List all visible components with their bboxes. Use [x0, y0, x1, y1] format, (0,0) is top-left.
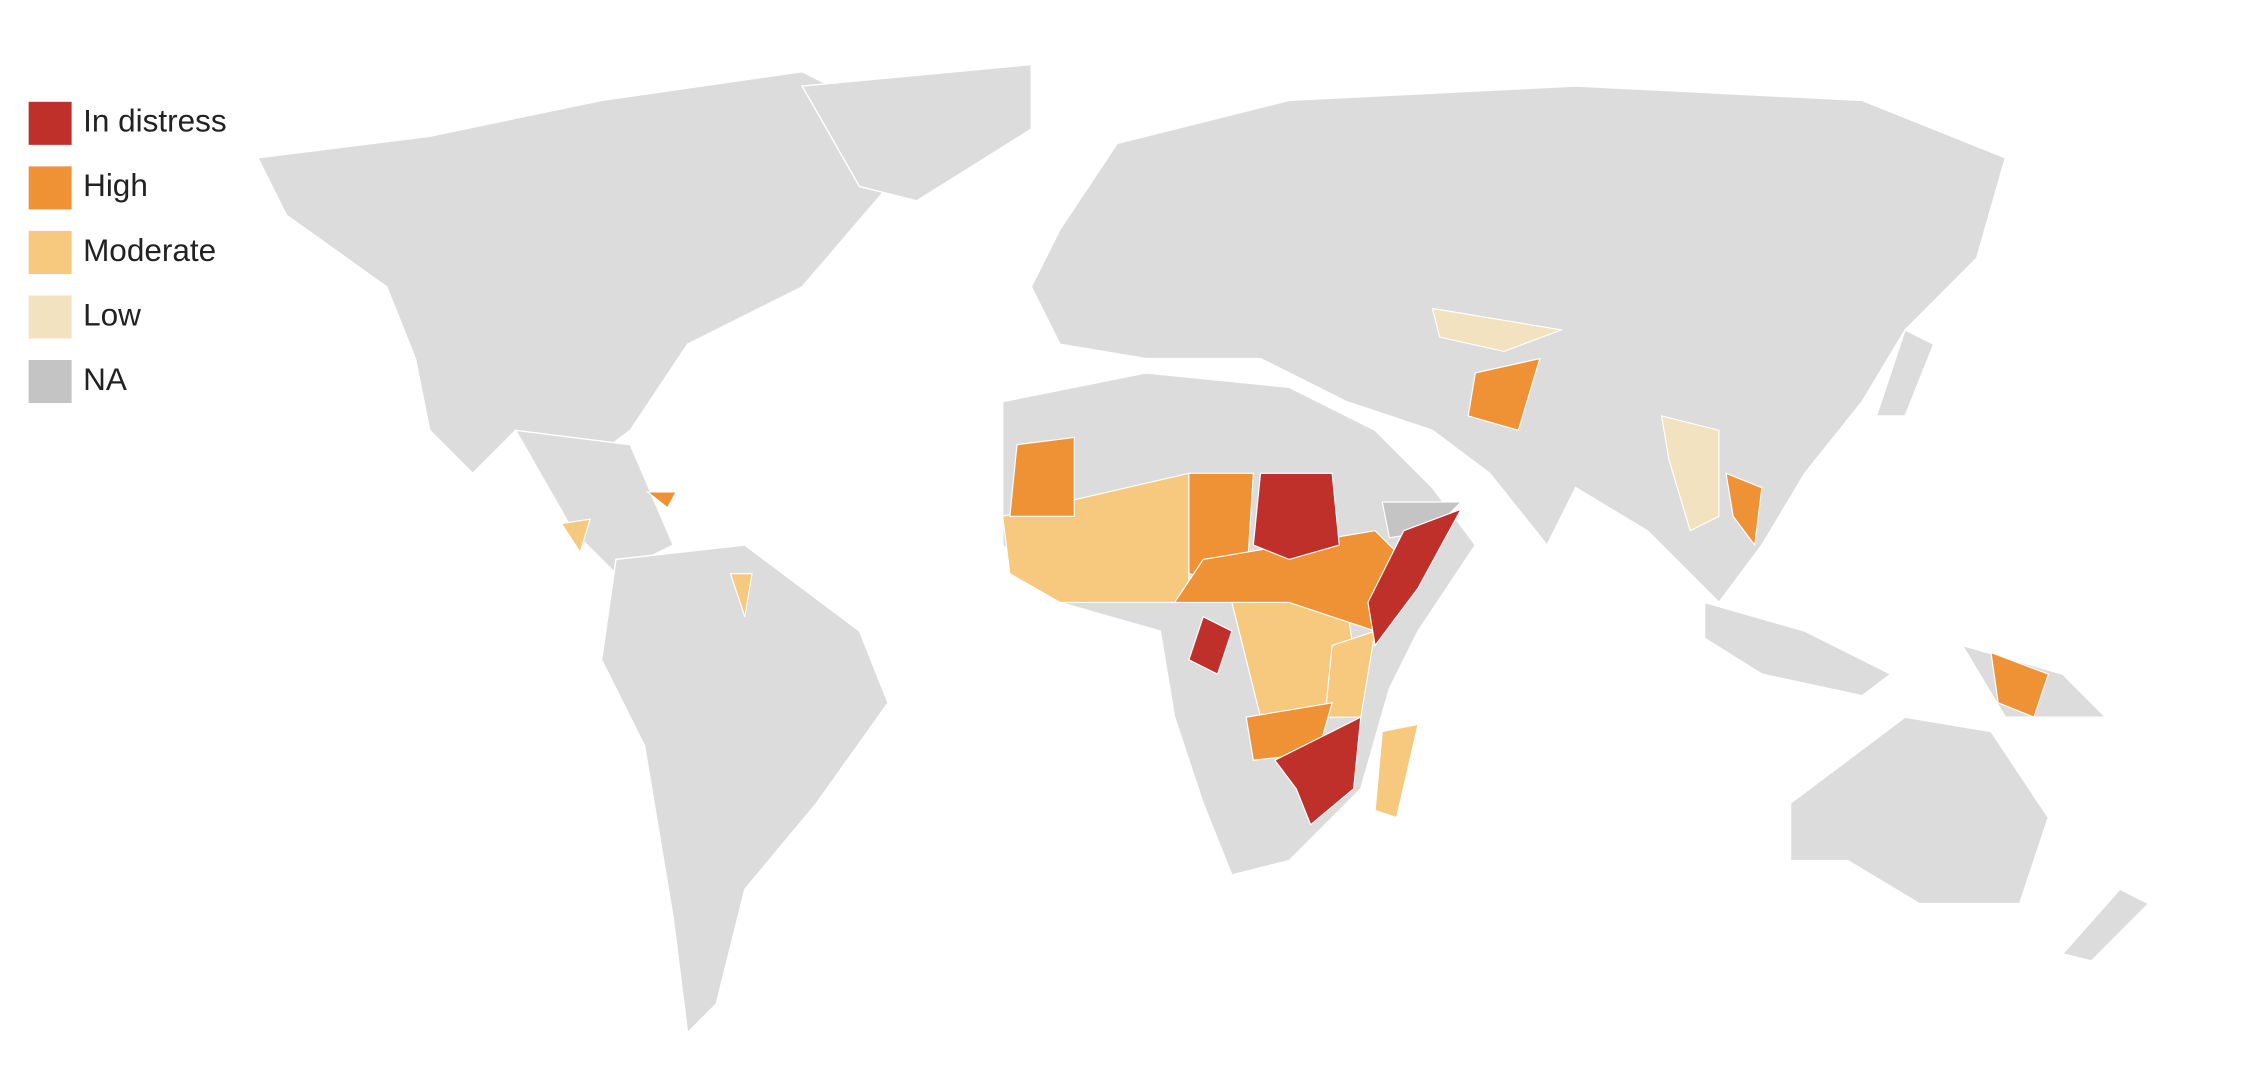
legend-label: In distress	[83, 103, 227, 139]
legend-swatch	[28, 360, 72, 404]
country	[1367, 508, 1463, 647]
legend: In distress High Moderate Low NA	[28, 101, 227, 404]
legend-swatch	[28, 101, 72, 145]
legend-swatch	[28, 166, 72, 210]
country	[1009, 436, 1075, 517]
country	[1188, 615, 1233, 675]
legend-swatch	[28, 230, 72, 274]
legend-swatch	[28, 295, 72, 339]
greenland	[800, 63, 1033, 202]
north-america	[256, 70, 889, 475]
country	[1374, 723, 1419, 819]
legend-label: NA	[83, 361, 127, 397]
country	[645, 491, 678, 509]
australia	[1789, 716, 2050, 905]
country	[1252, 472, 1340, 560]
country	[1990, 651, 2050, 718]
south-america	[600, 544, 889, 1035]
country	[1431, 307, 1564, 353]
country	[729, 573, 753, 617]
new-zealand	[2061, 888, 2150, 962]
country	[1273, 716, 1362, 826]
country	[560, 518, 591, 554]
central-america	[514, 429, 675, 575]
country	[1660, 415, 1720, 532]
legend-label: Moderate	[83, 232, 216, 268]
legend-label: High	[83, 167, 148, 203]
legend-label: Low	[83, 296, 141, 332]
japan	[1875, 328, 1935, 417]
country	[1467, 357, 1541, 432]
country	[1725, 472, 1763, 547]
countries	[560, 307, 2050, 826]
indonesia	[1703, 601, 1893, 697]
